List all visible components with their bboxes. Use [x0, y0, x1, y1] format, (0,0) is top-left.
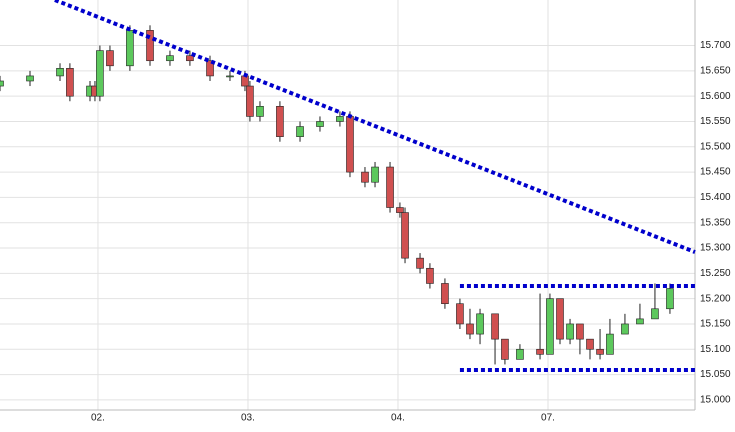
x-tick-label: 04. [391, 413, 405, 424]
candle-body [146, 30, 154, 62]
candle-body [466, 323, 474, 335]
candle-body [276, 105, 284, 137]
y-tick-label: 15.300 [700, 243, 731, 254]
candle-body [576, 323, 584, 340]
candle-body [546, 298, 554, 355]
y-tick-label: 15.000 [700, 395, 731, 406]
candle-body [606, 333, 614, 355]
candle-body [0, 80, 4, 87]
y-tick-label: 15.650 [700, 66, 731, 77]
y-tick-label: 15.400 [700, 192, 731, 203]
candle-body [566, 323, 574, 340]
candle-body [396, 207, 404, 213]
candle-body [501, 338, 509, 360]
candle-body [536, 348, 544, 355]
candle-body [426, 267, 434, 284]
candle-body [651, 308, 659, 320]
candle-body [206, 60, 214, 77]
y-tick-label: 15.350 [700, 217, 731, 228]
candle-body [621, 323, 629, 335]
y-tick-label: 15.200 [700, 293, 731, 304]
trend-line [54, 0, 696, 254]
candle-body [256, 105, 264, 117]
candle-body [441, 283, 449, 305]
x-tick-label: 03. [241, 413, 255, 424]
candle-body [586, 338, 594, 350]
y-tick-label: 15.150 [700, 319, 731, 330]
candle-body [491, 313, 499, 340]
y-tick-label: 15.250 [700, 268, 731, 279]
candle-body [401, 212, 409, 259]
y-tick-label: 15.550 [700, 116, 731, 127]
candle-body [336, 116, 344, 122]
y-tick-label: 15.100 [700, 344, 731, 355]
x-tick-label: 07. [541, 413, 555, 424]
candle-body [516, 348, 524, 360]
candle-body [476, 313, 484, 335]
candle-body [296, 126, 304, 137]
candle-body [96, 50, 104, 97]
candle-body [386, 166, 394, 208]
candle-body [371, 166, 379, 183]
y-tick-label: 15.500 [700, 141, 731, 152]
y-tick-label: 15.450 [700, 167, 731, 178]
candle-body [361, 171, 369, 183]
candle-body [56, 68, 64, 77]
candle-body [316, 121, 324, 127]
candle-body [126, 30, 134, 67]
y-tick-label: 15.600 [700, 91, 731, 102]
candle-body [241, 75, 249, 87]
y-tick-label: 15.050 [700, 369, 731, 380]
candle-body [596, 348, 604, 355]
x-tick-label: 02. [91, 413, 105, 424]
candle-body [226, 75, 234, 78]
y-tick-label: 15.700 [700, 40, 731, 51]
candle-body [106, 50, 114, 67]
candle-body [416, 257, 424, 269]
candle-body [636, 318, 644, 325]
candle-body [166, 55, 174, 62]
candle-body [556, 298, 564, 340]
candle-body [346, 116, 354, 173]
candle-body [456, 303, 464, 325]
candle-body [186, 55, 194, 62]
candle-body [666, 288, 674, 310]
candle-body [26, 75, 34, 82]
candle-body [66, 68, 74, 97]
candle-body [246, 85, 254, 117]
